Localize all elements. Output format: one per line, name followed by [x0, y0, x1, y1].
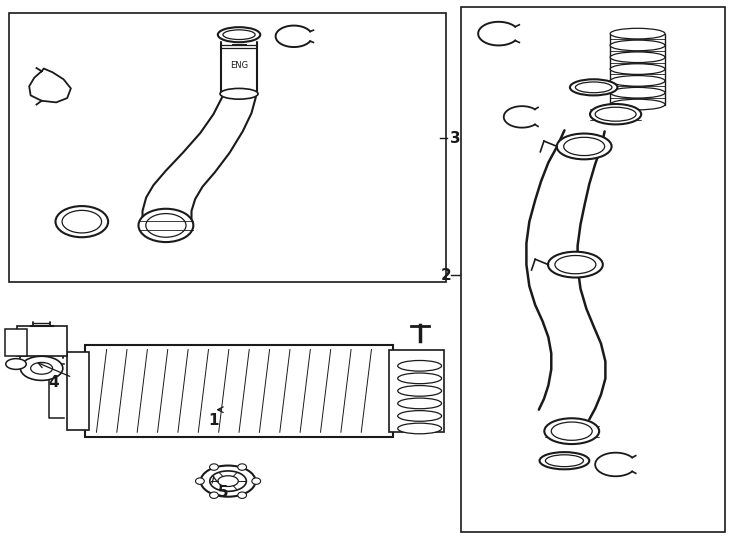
Ellipse shape [610, 64, 665, 75]
Ellipse shape [62, 211, 101, 233]
Ellipse shape [218, 476, 239, 487]
Ellipse shape [200, 465, 255, 497]
Bar [18, 326, 68, 356]
Ellipse shape [610, 28, 665, 39]
Ellipse shape [146, 214, 186, 237]
Ellipse shape [218, 27, 261, 42]
Ellipse shape [595, 107, 636, 121]
Bar [461, 7, 725, 532]
Ellipse shape [548, 252, 603, 278]
Ellipse shape [210, 471, 247, 491]
Ellipse shape [545, 455, 584, 467]
Ellipse shape [21, 356, 63, 380]
Ellipse shape [610, 76, 665, 86]
Ellipse shape [570, 79, 617, 96]
Circle shape [210, 492, 219, 498]
Ellipse shape [398, 361, 442, 371]
Ellipse shape [31, 362, 53, 374]
Ellipse shape [539, 452, 589, 469]
Circle shape [195, 478, 204, 484]
Text: 3: 3 [450, 131, 460, 146]
Ellipse shape [551, 422, 592, 440]
Text: 4: 4 [48, 375, 59, 390]
Ellipse shape [6, 359, 26, 369]
Ellipse shape [398, 386, 442, 396]
Ellipse shape [220, 89, 258, 99]
Ellipse shape [564, 137, 605, 156]
Bar [9, 13, 446, 282]
Ellipse shape [610, 87, 665, 98]
Circle shape [238, 492, 247, 498]
Bar [85, 345, 393, 436]
Bar [5, 329, 27, 356]
Ellipse shape [557, 133, 611, 159]
Ellipse shape [610, 99, 665, 110]
Ellipse shape [555, 255, 596, 274]
Ellipse shape [398, 373, 442, 383]
Ellipse shape [223, 30, 255, 39]
Text: 5: 5 [218, 485, 228, 501]
Circle shape [252, 478, 261, 484]
Ellipse shape [590, 104, 642, 124]
Ellipse shape [56, 206, 108, 237]
Ellipse shape [610, 40, 665, 51]
Text: 2: 2 [440, 268, 451, 283]
Text: 1: 1 [208, 413, 219, 428]
Ellipse shape [398, 423, 442, 434]
Ellipse shape [139, 209, 193, 242]
Circle shape [238, 464, 247, 470]
Ellipse shape [545, 418, 599, 444]
Ellipse shape [398, 410, 442, 421]
Bar [389, 349, 444, 432]
Ellipse shape [398, 398, 442, 409]
Circle shape [210, 464, 219, 470]
Bar [68, 352, 89, 430]
Text: ENG: ENG [230, 62, 248, 70]
Ellipse shape [575, 82, 612, 93]
Ellipse shape [610, 52, 665, 63]
